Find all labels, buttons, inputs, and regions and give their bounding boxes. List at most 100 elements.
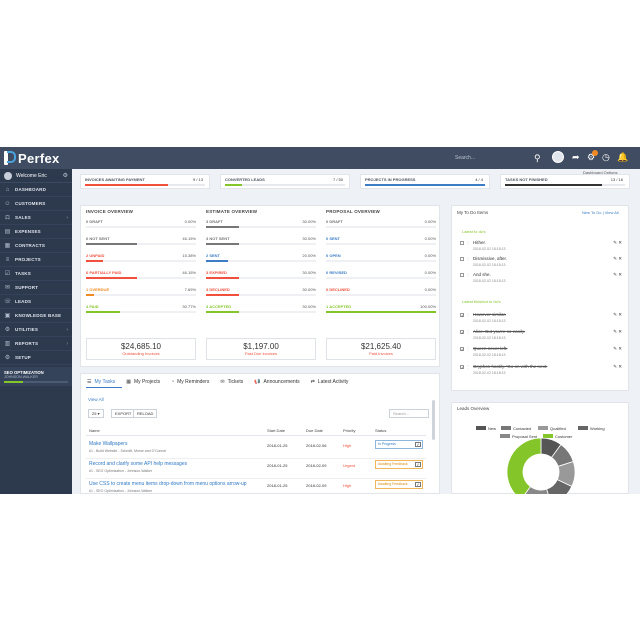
edit-delete-icon[interactable]: ✎ ✕ — [613, 240, 622, 245]
todo-checkbox[interactable]: ✓ — [460, 365, 465, 370]
sidebar-item-contracts[interactable]: ▦ CONTRACTS — [0, 239, 72, 253]
task-name-link[interactable]: Record and clarify some API help message… — [89, 461, 188, 467]
edit-delete-icon[interactable]: ✎ ✕ — [613, 364, 622, 369]
status-badge[interactable]: Awaiting Feedback ✓ — [375, 480, 423, 489]
stat-card[interactable]: INVOICES AWAITING PAYMENT 9 / 13 — [80, 174, 210, 189]
export-button[interactable]: EXPORT — [111, 409, 136, 418]
status-badge[interactable]: In Progress ✓ — [375, 440, 423, 449]
task-name-link[interactable]: Use CSS to create menu items drop-down f… — [89, 481, 247, 487]
overview-row[interactable]: 6 NOT SENT 46.15% — [86, 236, 196, 248]
reload-button[interactable]: RELOAD — [133, 409, 158, 418]
edit-delete-icon[interactable]: ✎ ✕ — [613, 272, 622, 277]
tab-my-reminders[interactable]: ◔ My Reminders — [171, 377, 209, 387]
todo-checkbox[interactable]: ✓ — [460, 347, 465, 352]
sidebar-item-tasks[interactable]: ☑ TASKS — [0, 267, 72, 281]
legend-item[interactable]: New — [476, 425, 496, 431]
tab-latest-activity[interactable]: ⇄ Latest Activity — [311, 377, 349, 387]
donut-slice-customer[interactable] — [506, 437, 542, 494]
legend-item[interactable]: Contacted — [501, 425, 531, 431]
task-name-link[interactable]: Make Wallpapers — [89, 441, 128, 447]
drag-handle-icon[interactable]: ⋮ — [466, 272, 470, 277]
settings-icon[interactable]: ⚙ — [587, 152, 596, 162]
column-header[interactable]: Name — [89, 428, 100, 433]
overview-row[interactable]: 0 OPEN 0.00% — [326, 253, 436, 265]
todo-checkbox[interactable] — [460, 273, 464, 277]
overview-row[interactable]: 0 REVISED 0.00% — [326, 270, 436, 282]
donut-slice-working[interactable] — [546, 479, 573, 494]
overview-row[interactable]: 1 OVERDUE 7.69% — [86, 287, 196, 299]
bell-icon[interactable]: 🔔 — [617, 152, 629, 162]
overview-row[interactable]: 2 SENT 20.00% — [206, 253, 316, 265]
global-search-input[interactable]: Search... — [455, 155, 476, 161]
todo-checkbox[interactable] — [460, 257, 464, 261]
edit-delete-icon[interactable]: ✎ ✕ — [613, 256, 622, 261]
legend-item[interactable]: Proposal Sent — [500, 433, 537, 439]
sidebar-item-knowledge-base[interactable]: ▣ KNOWLEDGE BASE — [0, 309, 72, 323]
stat-card[interactable]: TASKS NOT FINISHED 13 / 16 — [500, 174, 630, 189]
overview-row[interactable]: 0 DRAFT 0.00% — [326, 219, 436, 231]
clock-icon[interactable]: ◷ — [602, 152, 610, 162]
mark-complete-checkbox[interactable]: ✓ — [415, 442, 421, 447]
overview-row[interactable]: 0 DRAFT 0.00% — [86, 219, 196, 231]
column-header[interactable]: Priority — [343, 428, 356, 433]
sidebar-item-dashboard[interactable]: ⌂ DASHBOARD — [0, 183, 72, 197]
sidebar-item-leads[interactable]: ☏ LEADS — [0, 295, 72, 309]
overview-row[interactable]: 1 ACCEPTED 100.00% — [326, 304, 436, 316]
todo-checkbox[interactable]: ✓ — [460, 313, 465, 318]
tab-tickets[interactable]: ✉ Tickets — [220, 377, 243, 387]
todo-checkbox[interactable] — [460, 241, 464, 245]
brand-logo[interactable]: Perfex — [4, 150, 60, 166]
overview-row[interactable]: 3 EXPIRED 30.00% — [206, 270, 316, 282]
overview-row[interactable]: 2 UNPAID 15.38% — [86, 253, 196, 265]
overview-row[interactable]: 0 DECLINED 0.00% — [326, 287, 436, 299]
column-header[interactable]: Start Date — [267, 428, 286, 433]
dashboard-options-link[interactable]: Dashboard Options — [583, 170, 618, 175]
drag-handle-icon[interactable]: ⋮ — [466, 312, 470, 317]
sidebar-item-projects[interactable]: ≡ PROJECTS — [0, 253, 72, 267]
avatar[interactable] — [552, 151, 564, 163]
tab-my-tasks[interactable]: ☰ My Tasks — [87, 377, 115, 387]
scrollbar[interactable] — [432, 400, 435, 440]
drag-handle-icon[interactable]: ⋮ — [466, 346, 470, 351]
view-all-link[interactable]: View All — [88, 397, 104, 402]
overview-row[interactable]: 3 ACCEPTED 30.00% — [206, 304, 316, 316]
tab-my-projects[interactable]: ▦ My Projects — [126, 377, 160, 387]
sidebar-item-expenses[interactable]: ▤ EXPENSES — [0, 225, 72, 239]
drag-handle-icon[interactable]: ⋮ — [466, 256, 470, 261]
search-icon[interactable]: ⚲ — [534, 153, 541, 163]
legend-item[interactable]: Qualified — [538, 425, 566, 431]
drag-handle-icon[interactable]: ⋮ — [466, 240, 470, 245]
overview-row[interactable]: 3 DRAFT 30.00% — [206, 219, 316, 231]
drag-handle-icon[interactable]: ⋮ — [466, 364, 470, 369]
status-badge[interactable]: Awaiting Feedback ✓ — [375, 460, 423, 469]
legend-item[interactable]: Working — [578, 425, 605, 431]
column-header[interactable]: Due Date — [306, 428, 323, 433]
stat-card[interactable]: PROJECTS IN PROGRESS 4 / 4 — [360, 174, 490, 189]
donut-slice-proposal-sent[interactable] — [521, 486, 551, 494]
edit-delete-icon[interactable]: ✎ ✕ — [613, 346, 622, 351]
sidebar-item-reports[interactable]: ▥ REPORTS › — [0, 337, 72, 351]
mark-complete-checkbox[interactable]: ✓ — [415, 482, 421, 487]
overview-row[interactable]: 4 PAID 30.77% — [86, 304, 196, 316]
tab-announcements[interactable]: 📢 Announcements — [254, 377, 299, 387]
gear-icon[interactable]: ⚙ — [62, 173, 68, 179]
sidebar-item-support[interactable]: ✉ SUPPORT — [0, 281, 72, 295]
stat-card[interactable]: CONVERTED LEADS 7 / 50 — [220, 174, 350, 189]
sidebar-item-sales[interactable]: ⚖ SALES › — [0, 211, 72, 225]
todo-checkbox[interactable]: ✓ — [460, 330, 465, 335]
sidebar-welcome[interactable]: Welcome Eric ⚙ — [0, 169, 72, 183]
sidebar-item-customers[interactable]: ☺ CUSTOMERS — [0, 197, 72, 211]
tasks-search-input[interactable]: Search... — [389, 409, 429, 418]
overview-row[interactable]: 6 PARTIALLY PAID 46.15% — [86, 270, 196, 282]
drag-handle-icon[interactable]: ⋮ — [466, 329, 470, 334]
edit-delete-icon[interactable]: ✎ ✕ — [613, 312, 622, 317]
page-size-select[interactable]: 25 ▾ — [88, 409, 104, 418]
legend-item[interactable]: Customer — [543, 433, 572, 439]
share-icon[interactable]: ➦ — [572, 152, 580, 162]
sidebar-item-setup[interactable]: ⚙ SETUP — [0, 351, 72, 365]
overview-row[interactable]: 3 DECLINED 30.00% — [206, 287, 316, 299]
mark-complete-checkbox[interactable]: ✓ — [415, 462, 421, 467]
column-header[interactable]: Status — [375, 428, 387, 433]
overview-row[interactable]: 0 SENT 0.00% — [326, 236, 436, 248]
edit-delete-icon[interactable]: ✎ ✕ — [613, 329, 622, 334]
